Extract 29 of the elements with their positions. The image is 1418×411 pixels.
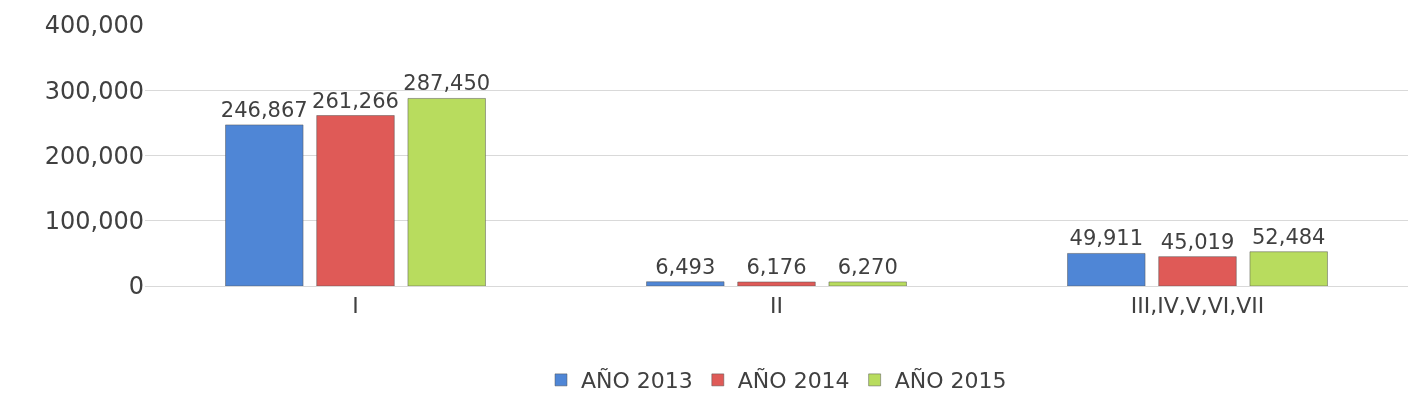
data-label: 6,270 (837, 254, 898, 279)
bar (1158, 256, 1237, 286)
bar (407, 98, 486, 286)
data-label: 45,019 (1160, 229, 1235, 254)
bar (1249, 251, 1328, 286)
legend-label: AÑO 2014 (737, 367, 850, 394)
y-tick-label: 400,000 (44, 11, 144, 40)
x-tick-label: I (352, 293, 359, 319)
y-tick-label: 200,000 (44, 141, 144, 170)
legend-label: AÑO 2015 (894, 367, 1007, 394)
data-label: 246,867 (220, 97, 308, 122)
data-label: 6,493 (655, 254, 716, 279)
data-label: 6,176 (746, 254, 807, 279)
y-tick-label: 0 (128, 272, 144, 301)
y-tick-label: 100,000 (44, 207, 144, 236)
data-label: 52,484 (1251, 224, 1326, 249)
y-tick-label: 300,000 (44, 76, 144, 105)
bar (646, 281, 725, 286)
x-tick-label: II (770, 293, 783, 319)
bar (737, 281, 816, 286)
bar (1067, 253, 1146, 286)
x-tick-label: III,IV,V,VI,VII (1130, 293, 1265, 319)
data-label: 49,911 (1069, 226, 1144, 251)
bar (225, 124, 304, 286)
data-label: 287,450 (403, 71, 491, 96)
bar (316, 115, 395, 286)
data-label: 261,266 (312, 88, 399, 113)
legend-label: AÑO 2013 (581, 367, 693, 394)
bar (828, 281, 907, 286)
